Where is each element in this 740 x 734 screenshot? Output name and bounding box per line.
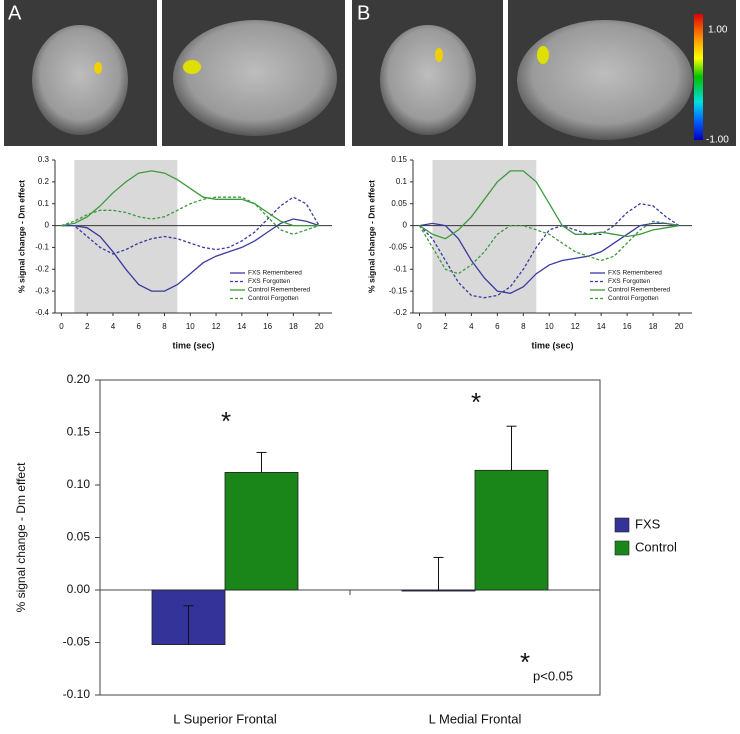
x-tick-label: 16 (263, 322, 272, 331)
series-line (418, 220, 680, 275)
brain-images: A B 1.00 -1.00 (4, 0, 736, 146)
y-tick-label: -0.4 (35, 308, 49, 317)
y-tick-label: 0.05 (67, 530, 91, 544)
x-axis-label: time (sec) (531, 340, 573, 350)
series-line (419, 222, 680, 294)
y-tick-label: 0.00 (67, 582, 91, 596)
y-tick-label: -0.1 (393, 264, 407, 273)
legend-label: Control Forgotten (608, 295, 659, 302)
y-tick-label: 0.1 (38, 199, 50, 208)
y-tick-label: -0.1 (35, 243, 49, 252)
x-tick-label: 0 (417, 322, 422, 331)
x-tick-label: 2 (443, 322, 448, 331)
y-tick-label: -0.15 (389, 286, 408, 295)
x-tick-label: 10 (545, 322, 554, 331)
x-tick-label: 14 (597, 322, 606, 331)
y-tick-label: -0.2 (35, 264, 49, 273)
y-tick-label: 0.10 (67, 477, 91, 491)
annotation: * (471, 387, 481, 417)
y-tick-label: -0.05 (63, 635, 91, 649)
x-tick-label: 10 (186, 322, 195, 331)
x-tick-label: 0 (59, 322, 64, 331)
y-tick-label: 0 (45, 221, 50, 230)
colorbar-label: 1.00 (708, 25, 728, 36)
x-tick-label: 4 (469, 322, 474, 331)
panel-label: B (357, 2, 370, 24)
x-tick-label: 4 (111, 322, 116, 331)
x-tick-label: 12 (571, 322, 580, 331)
legend-label: Control Remembered (248, 287, 311, 294)
activation (435, 48, 443, 62)
x-tick-label: 12 (212, 322, 221, 331)
panel-label: A (8, 2, 22, 24)
activation (183, 60, 201, 74)
error-bar (256, 451, 267, 473)
x-tick-label: L Superior Frontal (173, 711, 277, 726)
bar (474, 469, 549, 591)
activation (94, 62, 102, 74)
x-tick-label: 8 (521, 322, 526, 331)
x-tick-label: 6 (495, 322, 500, 331)
y-tick-label: -0.05 (389, 243, 408, 252)
y-tick-label: -0.2 (393, 308, 407, 317)
error-bar (506, 425, 517, 471)
x-tick-label: 2 (85, 322, 90, 331)
x-tick-label: 16 (623, 322, 632, 331)
x-tick-label: 18 (289, 322, 298, 331)
legend-label: Control (635, 539, 677, 554)
stimulus-shade (74, 160, 178, 313)
y-tick-label: 0.1 (396, 177, 408, 186)
error-bar (433, 556, 444, 592)
brain-sagittal (173, 20, 337, 136)
series-line (61, 170, 320, 227)
y-tick-label: 0.2 (38, 177, 50, 186)
y-axis-label: % signal change - Dm effect (366, 180, 376, 293)
x-tick-label: 14 (237, 322, 246, 331)
error-bar (183, 605, 194, 645)
x-tick-label: 8 (162, 322, 167, 331)
legend-label: Control Remembered (608, 287, 671, 294)
legend-label: FXS Remembered (248, 270, 302, 277)
legend-swatch (614, 540, 630, 556)
colorbar (694, 14, 703, 140)
series-line (61, 218, 320, 292)
brain-coronal (32, 25, 128, 135)
y-axis-label: % signal change - Dm effect (16, 180, 26, 293)
y-tick-label: 0.20 (67, 372, 91, 386)
x-tick-label: L Medial Frontal (429, 711, 522, 726)
legend-label: FXS (635, 516, 661, 531)
legend-swatch (614, 517, 630, 533)
y-tick-label: -0.3 (35, 286, 49, 295)
bar (224, 471, 299, 591)
x-tick-label: 20 (315, 322, 324, 331)
annotation: * (221, 406, 231, 436)
brain-sagittal (517, 20, 693, 140)
x-tick-label: 20 (675, 322, 684, 331)
y-tick-label: -0.10 (63, 687, 91, 701)
y-tick-label: 0 (403, 221, 408, 230)
series-line (61, 196, 320, 235)
series-line (419, 170, 680, 240)
legend-label: FXS Forgotten (248, 278, 291, 285)
brain-coronal (380, 25, 476, 135)
y-axis-label: % signal change - Dm effect (14, 462, 28, 613)
annotation: p<0.05 (533, 668, 573, 683)
x-tick-label: 6 (137, 322, 142, 331)
y-tick-label: 0.3 (38, 155, 50, 164)
series-line (61, 196, 320, 255)
activation (537, 46, 549, 64)
y-tick-label: 0.15 (67, 425, 91, 439)
series-line (419, 203, 680, 299)
x-axis-label: time (sec) (172, 340, 214, 350)
legend-label: FXS Forgotten (608, 278, 651, 285)
legend-label: Control Forgotten (248, 295, 299, 302)
colorbar-label: -1.00 (706, 135, 729, 146)
x-tick-label: 18 (649, 322, 658, 331)
annotation: * (520, 647, 530, 677)
legend-label: FXS Remembered (608, 270, 662, 277)
y-tick-label: 0.15 (391, 155, 407, 164)
y-tick-label: 0.05 (391, 199, 407, 208)
